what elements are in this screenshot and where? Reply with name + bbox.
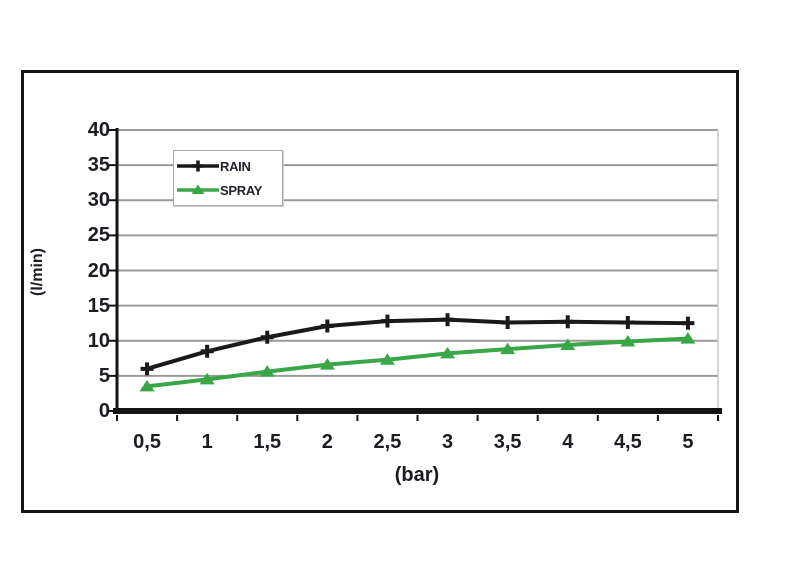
x-tick-label: 2: [321, 431, 333, 453]
x-tick-label: 4,5: [613, 431, 642, 453]
x-tick-label: 2,5: [373, 431, 402, 453]
x-tick-label: 4: [562, 431, 574, 453]
legend-sample-marker: [191, 184, 205, 194]
data-point-spray: [199, 372, 215, 385]
y-tick-label: 25: [87, 224, 110, 247]
chart-frame: [21, 70, 739, 513]
data-point-spray: [560, 338, 576, 350]
data-point-spray: [500, 342, 516, 355]
series-line-spray: [146, 336, 689, 389]
y-tick-label: 40: [87, 119, 110, 141]
data-point-spray: [440, 346, 456, 359]
y-tick-label: 10: [87, 329, 110, 352]
legend-label-spray: SPRAY: [220, 182, 263, 198]
y-tick-label: 5: [98, 364, 110, 387]
rain-line-marker-icon: [177, 160, 219, 172]
data-point-spray: [319, 358, 335, 370]
y-axis-title: (l/min): [29, 248, 46, 296]
x-tick-label: 5: [682, 431, 694, 453]
series-line-rain: [146, 317, 688, 371]
y-tick-label: 20: [87, 259, 110, 282]
x-tick-label: 0,5: [133, 431, 161, 453]
legend-item-rain: RAIN: [176, 154, 280, 178]
data-point-spray: [259, 365, 275, 377]
data-point-spray: [680, 332, 696, 344]
x-tick-label: 1,5: [253, 431, 282, 453]
y-tick-label: 0: [98, 400, 110, 422]
y-tick-label: 30: [87, 189, 110, 212]
legend-label-rain: RAIN: [220, 158, 251, 174]
spray-line-marker-icon: [177, 184, 219, 194]
x-tick-label: 3,5: [493, 431, 522, 453]
data-point-spray: [379, 353, 395, 365]
x-tick-label: 1: [201, 431, 213, 453]
x-axis-title: (bar): [394, 464, 440, 486]
y-tick-label: 15: [87, 294, 110, 317]
y-tick-label: 35: [87, 154, 110, 177]
data-point-spray: [139, 379, 155, 392]
x-tick-label: 3: [441, 431, 454, 453]
data-point-spray: [620, 334, 636, 347]
legend-item-spray: SPRAY: [176, 178, 280, 202]
legend: RAIN SPRAY: [173, 150, 283, 206]
